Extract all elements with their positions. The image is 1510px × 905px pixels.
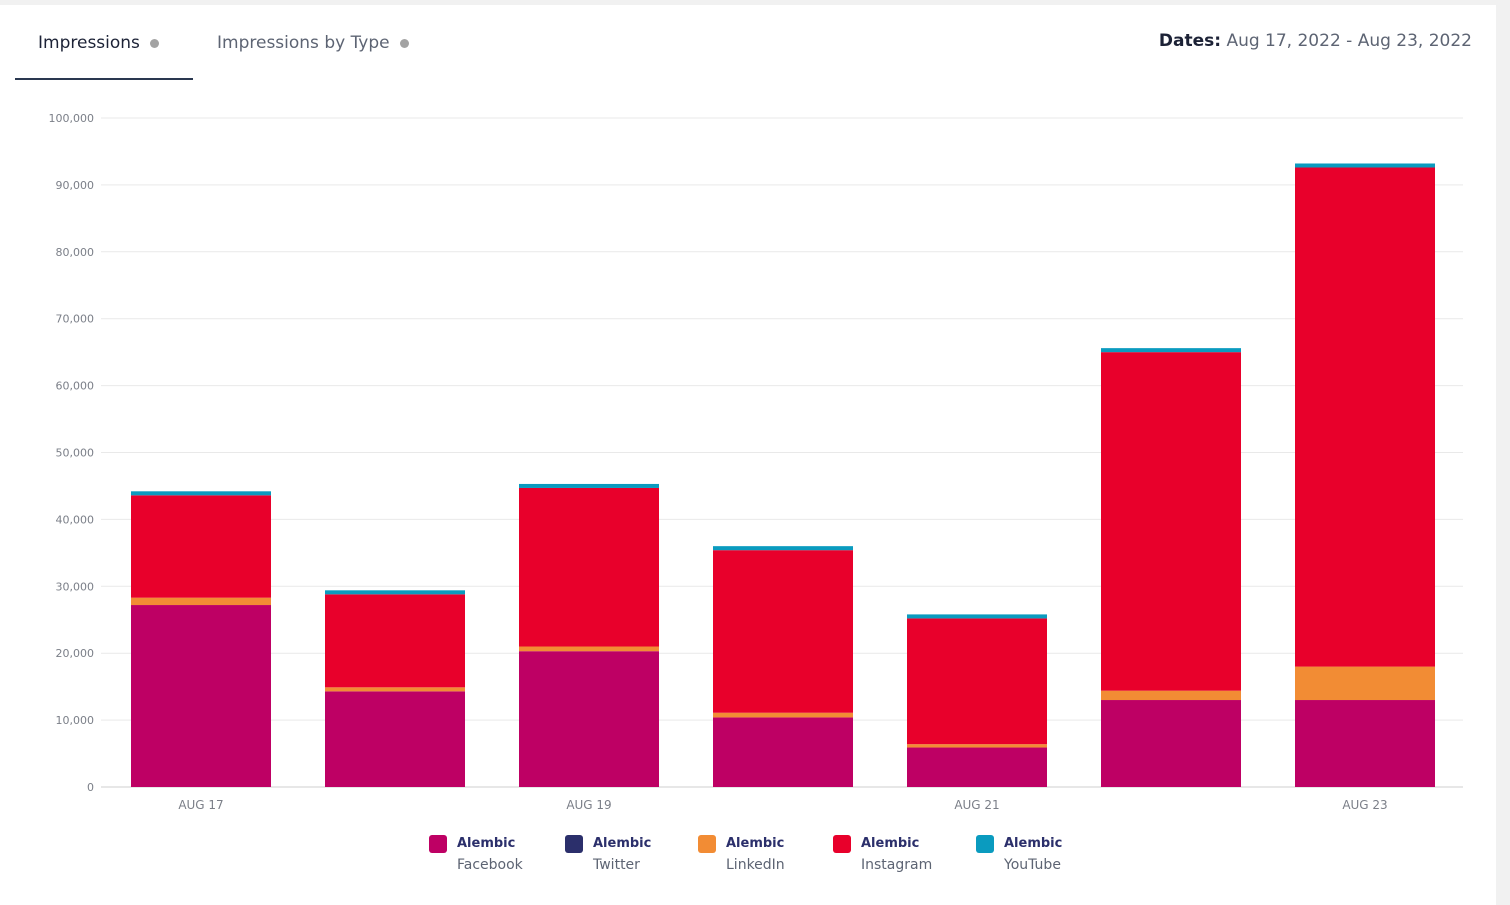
legend-swatch <box>698 835 716 853</box>
bar-segment-alembic-youtube <box>1101 348 1241 353</box>
bar-segment-alembic-facebook <box>519 651 659 787</box>
y-tick-label: 90,000 <box>56 179 95 192</box>
info-icon[interactable] <box>399 38 409 48</box>
stacked-bar-chart: 0 10,000 20,000 30,000 40,000 50,000 60,000 70,… <box>49 112 1463 812</box>
legend-swatch <box>976 835 994 853</box>
bar-segment-alembic-youtube <box>1295 163 1435 168</box>
tab-impressions-by-type-label: Impressions by Type <box>217 33 390 53</box>
tab-impressions[interactable]: Impressions <box>38 5 159 81</box>
bar-segment-alembic-instagram <box>907 618 1047 745</box>
tab-impressions-label: Impressions <box>38 33 140 53</box>
bar-segment-alembic-instagram <box>1295 167 1435 667</box>
x-tick-label: AUG 19 <box>566 798 611 812</box>
x-tick-label: AUG 21 <box>954 798 999 812</box>
bar-segment-alembic-facebook <box>713 717 853 787</box>
active-tab-indicator <box>15 78 193 80</box>
legend-subtitle: LinkedIn <box>726 857 785 873</box>
y-tick-label: 30,000 <box>56 580 95 593</box>
y-tick-label: 40,000 <box>56 513 95 526</box>
y-tick-label: 50,000 <box>56 447 95 460</box>
legend-title: Alembic <box>726 836 785 851</box>
bar-segment-alembic-facebook <box>907 747 1047 787</box>
bar-segment-alembic-linkedin <box>907 744 1047 748</box>
bar-segment-alembic-instagram <box>131 495 271 598</box>
chart-legend: Alembic Facebook Alembic Twitter Alembic Link… <box>0 835 1496 885</box>
y-tick-label: 0 <box>87 781 94 794</box>
bar-segment-alembic-facebook <box>325 691 465 787</box>
bar-segment-alembic-youtube <box>713 546 853 551</box>
y-tick-label: 10,000 <box>56 714 95 727</box>
y-tick-label: 100,000 <box>49 112 95 125</box>
bar-segment-alembic-youtube <box>519 483 659 488</box>
tab-impressions-by-type[interactable]: Impressions by Type <box>217 5 409 81</box>
bar-segment-alembic-facebook <box>1295 700 1435 787</box>
bar-segment-alembic-linkedin <box>131 597 271 606</box>
legend-swatch <box>833 835 851 853</box>
dates-label: Dates: <box>1158 31 1222 51</box>
bar-segment-alembic-youtube <box>907 614 1047 619</box>
bar-segment-alembic-linkedin <box>1295 666 1435 701</box>
legend-title: Alembic <box>1004 836 1063 851</box>
legend-title: Alembic <box>593 836 652 851</box>
x-tick-label: AUG 17 <box>178 798 223 812</box>
info-icon[interactable] <box>149 38 159 48</box>
bar-segment-alembic-youtube <box>325 590 465 595</box>
bar-segment-alembic-instagram <box>1101 352 1241 691</box>
legend-subtitle: Twitter <box>593 857 640 873</box>
bar-segment-alembic-linkedin <box>519 646 659 652</box>
legend-swatch <box>429 835 447 853</box>
date-range: Dates: Aug 17, 2022 - Aug 23, 2022 <box>1159 31 1472 51</box>
bar-segment-alembic-linkedin <box>1101 690 1241 701</box>
bar-segment-alembic-instagram <box>519 487 659 647</box>
legend-title: Alembic <box>861 836 920 851</box>
bar-segment-alembic-facebook <box>1101 700 1241 787</box>
bar-segment-alembic-linkedin <box>325 687 465 692</box>
legend-subtitle: Facebook <box>457 857 523 873</box>
bar-segment-alembic-instagram <box>713 550 853 713</box>
y-tick-label: 70,000 <box>56 313 95 326</box>
x-tick-label: AUG 23 <box>1342 798 1387 812</box>
legend-subtitle: YouTube <box>1004 857 1061 873</box>
y-tick-label: 60,000 <box>56 380 95 393</box>
legend-title: Alembic <box>457 836 516 851</box>
bar-segment-alembic-linkedin <box>713 712 853 718</box>
legend-subtitle: Instagram <box>861 857 933 873</box>
bar-segment-alembic-youtube <box>131 491 271 496</box>
legend-swatch <box>565 835 583 853</box>
bar-segment-alembic-facebook <box>131 605 271 787</box>
y-tick-label: 80,000 <box>56 246 95 259</box>
y-tick-label: 20,000 <box>56 647 95 660</box>
dates-value: Aug 17, 2022 - Aug 23, 2022 <box>1226 31 1472 51</box>
bar-segment-alembic-instagram <box>325 594 465 688</box>
